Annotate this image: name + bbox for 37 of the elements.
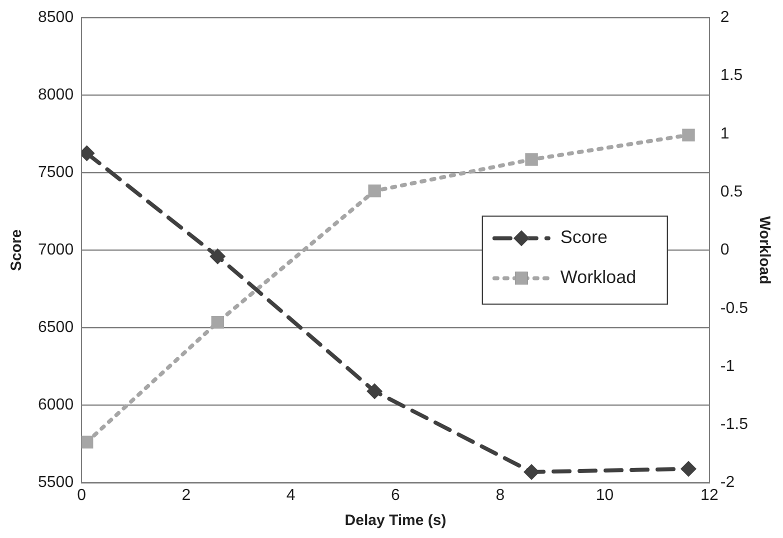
x-tick-label: 0 — [77, 486, 86, 504]
point — [82, 436, 94, 448]
x-axis-title: Delay Time (s) — [344, 512, 446, 530]
y2-tick-label: 0.5 — [720, 183, 743, 200]
y2-tick-label: -1.5 — [720, 416, 748, 434]
y2-axis-title: Workload — [756, 216, 773, 284]
y-tick-label: 7500 — [38, 164, 74, 182]
y-tick-label: 5500 — [38, 474, 74, 492]
y2-tick-label: 2 — [720, 9, 730, 26]
point — [210, 248, 226, 264]
x-tick-label: 12 — [700, 486, 718, 504]
point — [524, 464, 540, 480]
point — [211, 316, 224, 329]
y2-tick-label: 1 — [720, 125, 730, 142]
point — [682, 128, 695, 142]
x-tick-label: 8 — [496, 486, 505, 504]
y2-tick-label: -2 — [720, 474, 735, 492]
y-axis-title: Score — [8, 229, 26, 272]
x-tick-label: 4 — [286, 486, 296, 504]
legend-label: Score — [560, 227, 608, 248]
x-tick-label: 10 — [596, 486, 614, 504]
y-tick-label: 6000 — [38, 396, 74, 414]
point — [366, 383, 383, 400]
y2-tick-label: -0.5 — [720, 300, 748, 317]
legend-label: Workload — [560, 267, 636, 288]
y2-tick-label: 0 — [720, 242, 730, 259]
x-tick-label: 6 — [391, 486, 400, 504]
x-tick-label: 2 — [182, 486, 191, 504]
y-tick-label: 6500 — [38, 319, 74, 336]
y2-tick-label: -1 — [720, 358, 735, 375]
y-tick-label: 8000 — [38, 86, 74, 104]
point — [368, 184, 381, 198]
y-tick-label: 8500 — [38, 9, 74, 26]
y-tick-label: 7000 — [38, 242, 74, 259]
y2-tick-label: 1.5 — [720, 67, 743, 84]
point — [680, 460, 696, 477]
point — [525, 153, 538, 166]
